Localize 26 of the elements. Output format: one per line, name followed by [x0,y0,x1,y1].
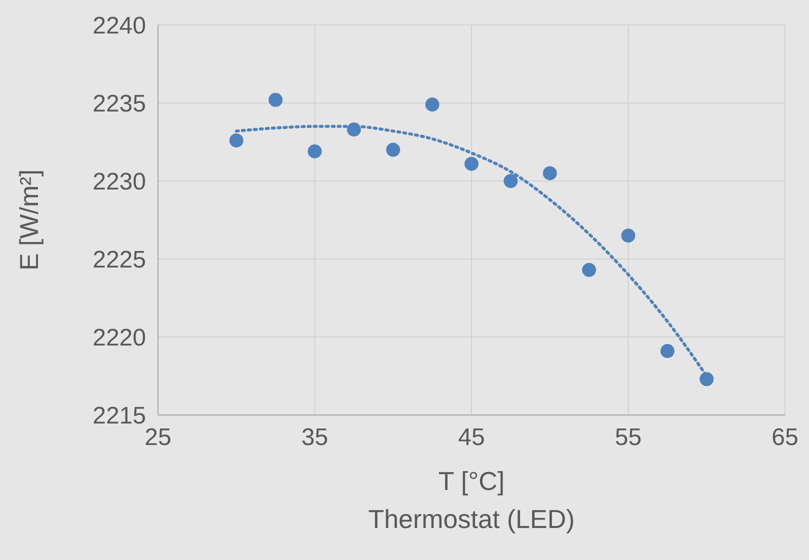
y-tick-label: 2225 [92,246,146,274]
x-tick-label: 25 [144,424,172,451]
point [621,228,636,243]
y-tick-label: 2240 [92,12,146,40]
point [464,156,478,171]
point [542,166,557,180]
text: Thermostat (LED) [368,504,575,534]
y-tick-label: 2235 [92,90,146,118]
x-tick-label: 65 [772,424,798,451]
point [660,344,674,358]
x-tick-label: 35 [301,424,328,451]
x-tick-label: 55 [614,424,642,451]
point [268,92,283,107]
y-tick-label: 2215 [92,402,146,430]
point [425,98,440,112]
point [582,262,596,277]
x-axis-title: T [°C] [438,466,505,496]
y-tick-label: 2220 [92,324,146,352]
point [386,142,400,157]
y-tick-label: 2230 [92,168,146,196]
y-axis-title: E [W/m²] [14,169,44,271]
x-tick-label: 45 [458,424,485,451]
point [229,133,244,148]
point [308,144,322,158]
point [700,372,714,386]
point [504,174,518,188]
